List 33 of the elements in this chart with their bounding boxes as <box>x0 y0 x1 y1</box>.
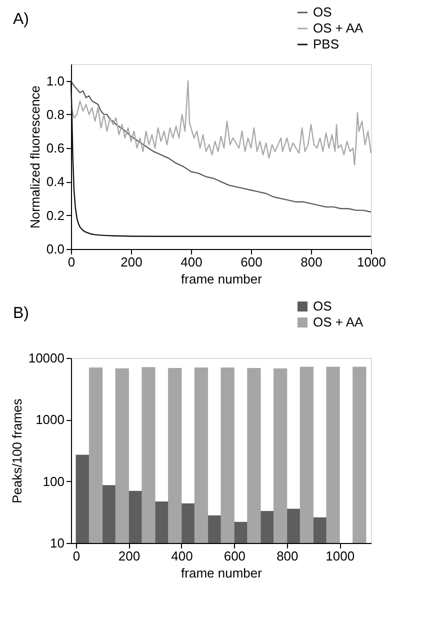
x-tick-label: 200 <box>118 548 140 564</box>
y-tick-label: 0.4 <box>46 174 64 190</box>
x-tick-label: 1000 <box>326 548 355 564</box>
y-tick-label: 0.8 <box>46 106 64 122</box>
x-tick-label: 400 <box>171 548 193 564</box>
x-tick-label: 600 <box>224 548 246 564</box>
y-axis-title: Normalized fluorescence <box>27 85 42 229</box>
y-tick-label: 10000 <box>28 350 64 366</box>
legend-label: OS <box>313 298 332 314</box>
y-tick-label: 10 <box>50 536 64 550</box>
y-tick-label: 0.2 <box>46 208 64 223</box>
legend-label: OS + AA <box>313 20 364 36</box>
y-tick-label: 0.0 <box>46 242 64 256</box>
y-axis-title: Peaks/100 frames <box>9 398 24 504</box>
y-tick-label: 100 <box>42 474 64 489</box>
x-tick-label: 800 <box>276 548 298 564</box>
x-tick-label: 800 <box>300 254 322 270</box>
legend-label: PBS <box>313 36 340 52</box>
chart-title: A) <box>13 11 29 28</box>
y-tick-label: 1.0 <box>46 73 64 88</box>
chart-title: B) <box>13 305 29 322</box>
x-tick-label: 200 <box>120 254 142 270</box>
y-tick-label: 0.6 <box>46 140 64 156</box>
x-tick-label: 0 <box>72 548 80 564</box>
x-tick-label: 600 <box>240 254 262 270</box>
y-tick-label: 1000 <box>36 412 64 428</box>
legend-label: OS <box>313 4 332 20</box>
x-tick-label: 1000 <box>357 254 386 270</box>
x-tick-label: 400 <box>180 254 202 270</box>
x-axis-title: frame number <box>181 272 263 286</box>
legend-label: OS + AA <box>313 314 364 330</box>
x-tick-label: 0 <box>68 254 76 270</box>
x-axis-title: frame number <box>181 566 263 580</box>
